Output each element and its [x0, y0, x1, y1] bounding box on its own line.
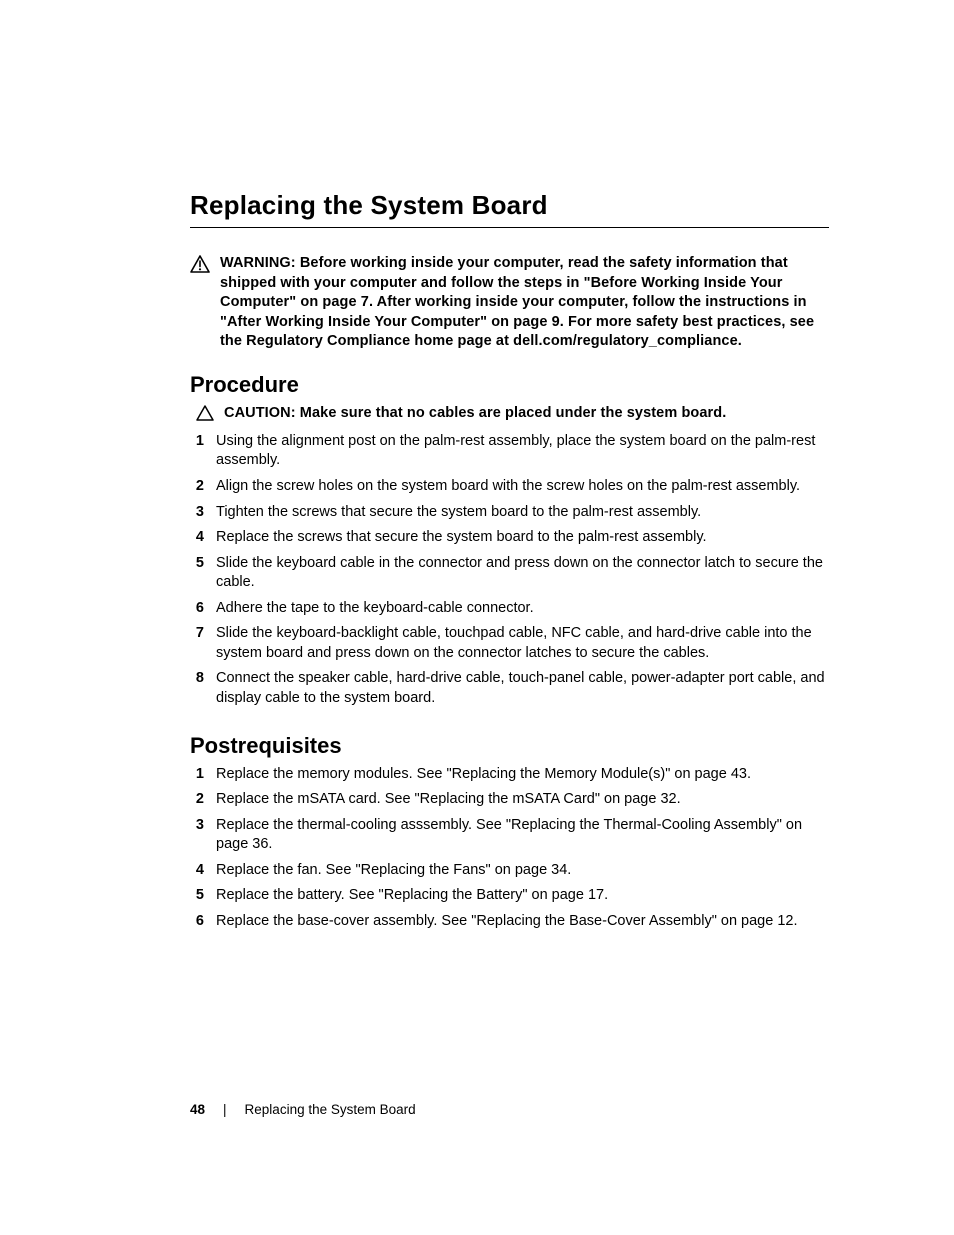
list-number: 3 [190, 503, 204, 523]
warning-text: WARNING: Before working inside your comp… [220, 254, 829, 352]
list-body: Replace the battery. See "Replacing the … [216, 886, 829, 906]
list-item: 3 Tighten the screws that secure the syst… [190, 503, 829, 523]
list-item: 5 Replace the battery. See "Replacing the… [190, 886, 829, 906]
list-body: Align the screw holes on the system boar… [216, 477, 829, 497]
list-item: 2 Replace the mSATA card. See "Replacing … [190, 790, 829, 810]
list-number: 6 [190, 599, 204, 619]
warning-label: WARNING: [220, 255, 300, 271]
list-item: 7 Slide the keyboard-backlight cable, tou… [190, 624, 829, 663]
document-page: Replacing the System Board WARNING: Befo… [0, 0, 954, 1235]
list-number: 2 [190, 790, 204, 810]
list-item: 6 Adhere the tape to the keyboard-cable c… [190, 599, 829, 619]
list-item: 8 Connect the speaker cable, hard-drive c… [190, 669, 829, 708]
list-body: Connect the speaker cable, hard-drive ca… [216, 669, 829, 708]
warning-block: WARNING: Before working inside your comp… [190, 254, 829, 352]
page-title: Replacing the System Board [190, 190, 829, 228]
list-body: Replace the base-cover assembly. See "Re… [216, 912, 829, 932]
list-item: 4 Replace the fan. See "Replacing the Fan… [190, 861, 829, 881]
caution-block: CAUTION: Make sure that no cables are pl… [196, 404, 829, 426]
list-number: 6 [190, 912, 204, 932]
list-number: 2 [190, 477, 204, 497]
list-number: 1 [190, 432, 204, 452]
list-item: 3 Replace the thermal-cooling asssembly. … [190, 816, 829, 855]
list-number: 5 [190, 554, 204, 574]
footer-section-title: Replacing the System Board [245, 1102, 416, 1117]
postrequisites-heading: Postrequisites [190, 733, 829, 759]
page-footer: 48 | Replacing the System Board [190, 1102, 416, 1117]
list-number: 3 [190, 816, 204, 836]
warning-body: Before working inside your computer, rea… [220, 255, 814, 349]
list-body: Using the alignment post on the palm-res… [216, 432, 829, 471]
procedure-list: 1 Using the alignment post on the palm-re… [190, 432, 829, 709]
footer-page-number: 48 [190, 1102, 205, 1117]
footer-separator: | [223, 1102, 227, 1117]
list-number: 5 [190, 886, 204, 906]
list-body: Replace the fan. See "Replacing the Fans… [216, 861, 829, 881]
caution-icon [196, 405, 214, 426]
list-body: Replace the mSATA card. See "Replacing t… [216, 790, 829, 810]
list-item: 4 Replace the screws that secure the syst… [190, 528, 829, 548]
list-number: 8 [190, 669, 204, 689]
list-body: Slide the keyboard cable in the connecto… [216, 554, 829, 593]
caution-text: CAUTION: Make sure that no cables are pl… [224, 404, 726, 424]
procedure-heading: Procedure [190, 372, 829, 398]
list-body: Adhere the tape to the keyboard-cable co… [216, 599, 829, 619]
postrequisites-list: 1 Replace the memory modules. See "Replac… [190, 765, 829, 932]
list-number: 4 [190, 861, 204, 881]
list-number: 4 [190, 528, 204, 548]
list-item: 5 Slide the keyboard cable in the connect… [190, 554, 829, 593]
list-item: 1 Replace the memory modules. See "Replac… [190, 765, 829, 785]
list-body: Replace the memory modules. See "Replaci… [216, 765, 829, 785]
list-item: 1 Using the alignment post on the palm-re… [190, 432, 829, 471]
list-item: 2 Align the screw holes on the system boa… [190, 477, 829, 497]
list-body: Tighten the screws that secure the syste… [216, 503, 829, 523]
list-body: Slide the keyboard-backlight cable, touc… [216, 624, 829, 663]
list-item: 6 Replace the base-cover assembly. See "R… [190, 912, 829, 932]
warning-icon [190, 255, 210, 278]
list-number: 7 [190, 624, 204, 644]
list-body: Replace the thermal-cooling asssembly. S… [216, 816, 829, 855]
list-body: Replace the screws that secure the syste… [216, 528, 829, 548]
list-number: 1 [190, 765, 204, 785]
